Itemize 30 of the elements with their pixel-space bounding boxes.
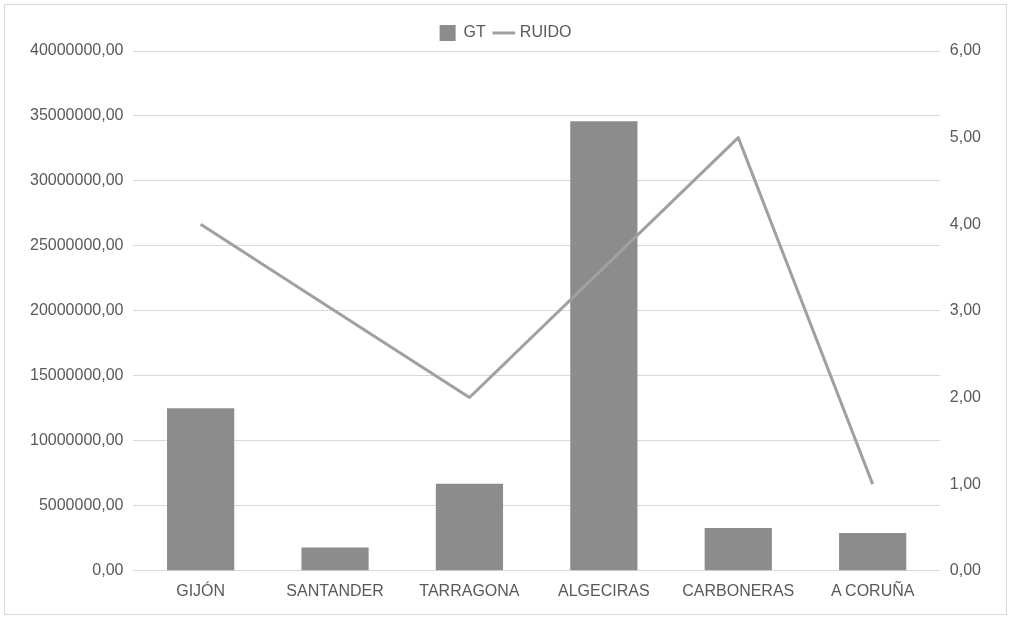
bar (570, 121, 638, 571)
y-tick-label: 10000000,00 (29, 431, 124, 449)
legend-label: RUIDO (519, 23, 572, 41)
bar (435, 483, 504, 571)
x-tick-label: SANTANDER (286, 581, 384, 599)
y-tick-label: 15000000,00 (29, 366, 124, 384)
x-tick-label: A CORUÑA (830, 579, 915, 599)
y2-tick-label: 5,00 (949, 128, 982, 146)
y-tick-label: 35000000,00 (29, 106, 124, 124)
x-tick-label: GIJÓN (176, 580, 226, 599)
y-tick-label: 25000000,00 (29, 236, 124, 254)
bar (704, 527, 772, 571)
y-tick-label: 5000000,00 (38, 496, 124, 514)
y-tick-label: 0,00 (92, 561, 124, 579)
y-tick-label: 40000000,00 (29, 41, 124, 59)
y2-tick-label: 2,00 (949, 387, 982, 405)
x-tick-label: TARRAGONA (419, 581, 520, 599)
y2-tick-label: 6,00 (949, 41, 982, 59)
legend-label: GT (463, 23, 487, 41)
y2-tick-label: 4,00 (949, 214, 982, 232)
x-tick-label: ALGECIRAS (558, 581, 650, 599)
bar (839, 533, 907, 571)
y2-tick-label: 0,00 (949, 561, 982, 579)
y2-tick-label: 1,00 (949, 474, 982, 492)
y-tick-label: 30000000,00 (29, 171, 124, 189)
bar (301, 547, 369, 571)
x-tick-label: CARBONERAS (682, 581, 795, 599)
bar (167, 408, 235, 571)
y2-tick-label: 3,00 (949, 301, 982, 319)
y-tick-label: 20000000,00 (29, 301, 124, 319)
